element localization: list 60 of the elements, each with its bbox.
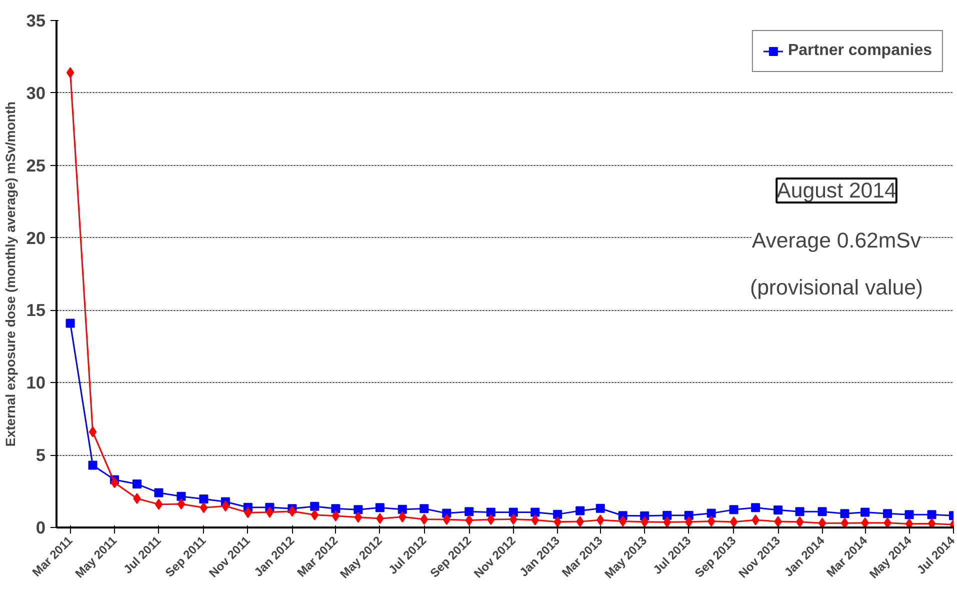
point [200, 502, 208, 514]
annotation: Average 0.62mSv [752, 228, 922, 252]
point [310, 502, 320, 511]
point [596, 504, 605, 513]
point [354, 505, 363, 514]
point [375, 503, 384, 512]
point [553, 510, 562, 519]
y-tick-label: 15 [26, 300, 46, 320]
point [199, 494, 208, 504]
point [154, 498, 163, 510]
y-tick-label: 25 [26, 155, 46, 176]
point [464, 507, 474, 516]
point [530, 508, 540, 517]
point [706, 508, 716, 518]
point [796, 516, 804, 528]
y-axis-title: External exposure dose (monthly average) mSv/month [3, 101, 18, 447]
point [266, 506, 274, 518]
y-tick-label: 20 [26, 228, 46, 248]
point [707, 516, 716, 527]
point [486, 508, 496, 517]
y-tick-label: 0 [36, 518, 46, 538]
point [177, 498, 186, 510]
y-tick-label: 30 [26, 82, 46, 103]
point [576, 506, 585, 516]
point [860, 508, 870, 517]
point [66, 318, 75, 328]
point [132, 480, 142, 489]
y-tick-label: 35 [26, 10, 46, 30]
point [795, 507, 804, 516]
point [774, 505, 783, 514]
point [928, 518, 936, 528]
legend-label: Partner companies [788, 42, 932, 60]
point [154, 488, 164, 498]
point [331, 504, 340, 514]
point [66, 67, 74, 78]
point [927, 510, 936, 520]
point [288, 506, 296, 517]
point [398, 504, 407, 514]
y-tick-label: 10 [26, 372, 46, 393]
point [905, 518, 914, 528]
point [88, 426, 97, 438]
point [88, 460, 98, 470]
point [730, 516, 738, 528]
point [663, 516, 671, 528]
point [818, 518, 826, 528]
y-tick-label: 5 [36, 445, 46, 466]
point [729, 505, 738, 514]
point [818, 507, 827, 516]
point [840, 518, 849, 528]
point [176, 492, 186, 501]
point [883, 509, 892, 518]
point [420, 504, 429, 514]
point [840, 509, 850, 518]
point [861, 517, 869, 528]
point [332, 510, 340, 522]
point [904, 510, 914, 520]
point [684, 516, 693, 528]
point [751, 503, 760, 512]
point [884, 517, 892, 528]
annotation: (provisional value) [750, 276, 924, 300]
